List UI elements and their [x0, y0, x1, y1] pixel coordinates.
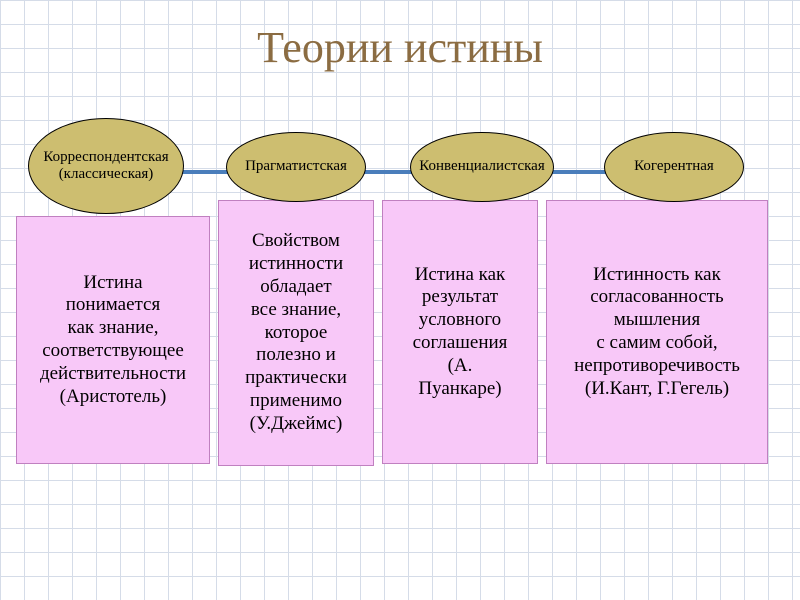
box-text: Истина понимается как знание, соответств…	[40, 272, 186, 409]
ellipse-label: Когерентная	[634, 158, 714, 175]
page-title: Теории истины	[0, 22, 800, 73]
ellipse-correspondence: Корреспондентская (классическая)	[28, 118, 184, 214]
ellipse-coherent: Когерентная	[604, 132, 744, 202]
ellipse-label: Конвенциалистская	[419, 158, 545, 175]
ellipse-label: Корреспондентская (классическая)	[35, 149, 177, 184]
ellipse-pragmatist: Прагматистская	[226, 132, 366, 202]
box-text: Истина как результат условного соглашени…	[413, 264, 508, 401]
box-text: Свойством истинности обладает все знание…	[245, 230, 347, 435]
box-correspondence: Истина понимается как знание, соответств…	[16, 216, 210, 464]
box-pragmatist: Свойством истинности обладает все знание…	[218, 200, 374, 466]
box-conventionalist: Истина как результат условного соглашени…	[382, 200, 538, 464]
ellipse-label: Прагматистская	[245, 158, 347, 175]
ellipse-conventionalist: Конвенциалистская	[410, 132, 554, 202]
title-text: Теории истины	[257, 23, 543, 72]
box-text: Истинность как согласованность мышления …	[574, 264, 740, 401]
box-coherent: Истинность как согласованность мышления …	[546, 200, 768, 464]
